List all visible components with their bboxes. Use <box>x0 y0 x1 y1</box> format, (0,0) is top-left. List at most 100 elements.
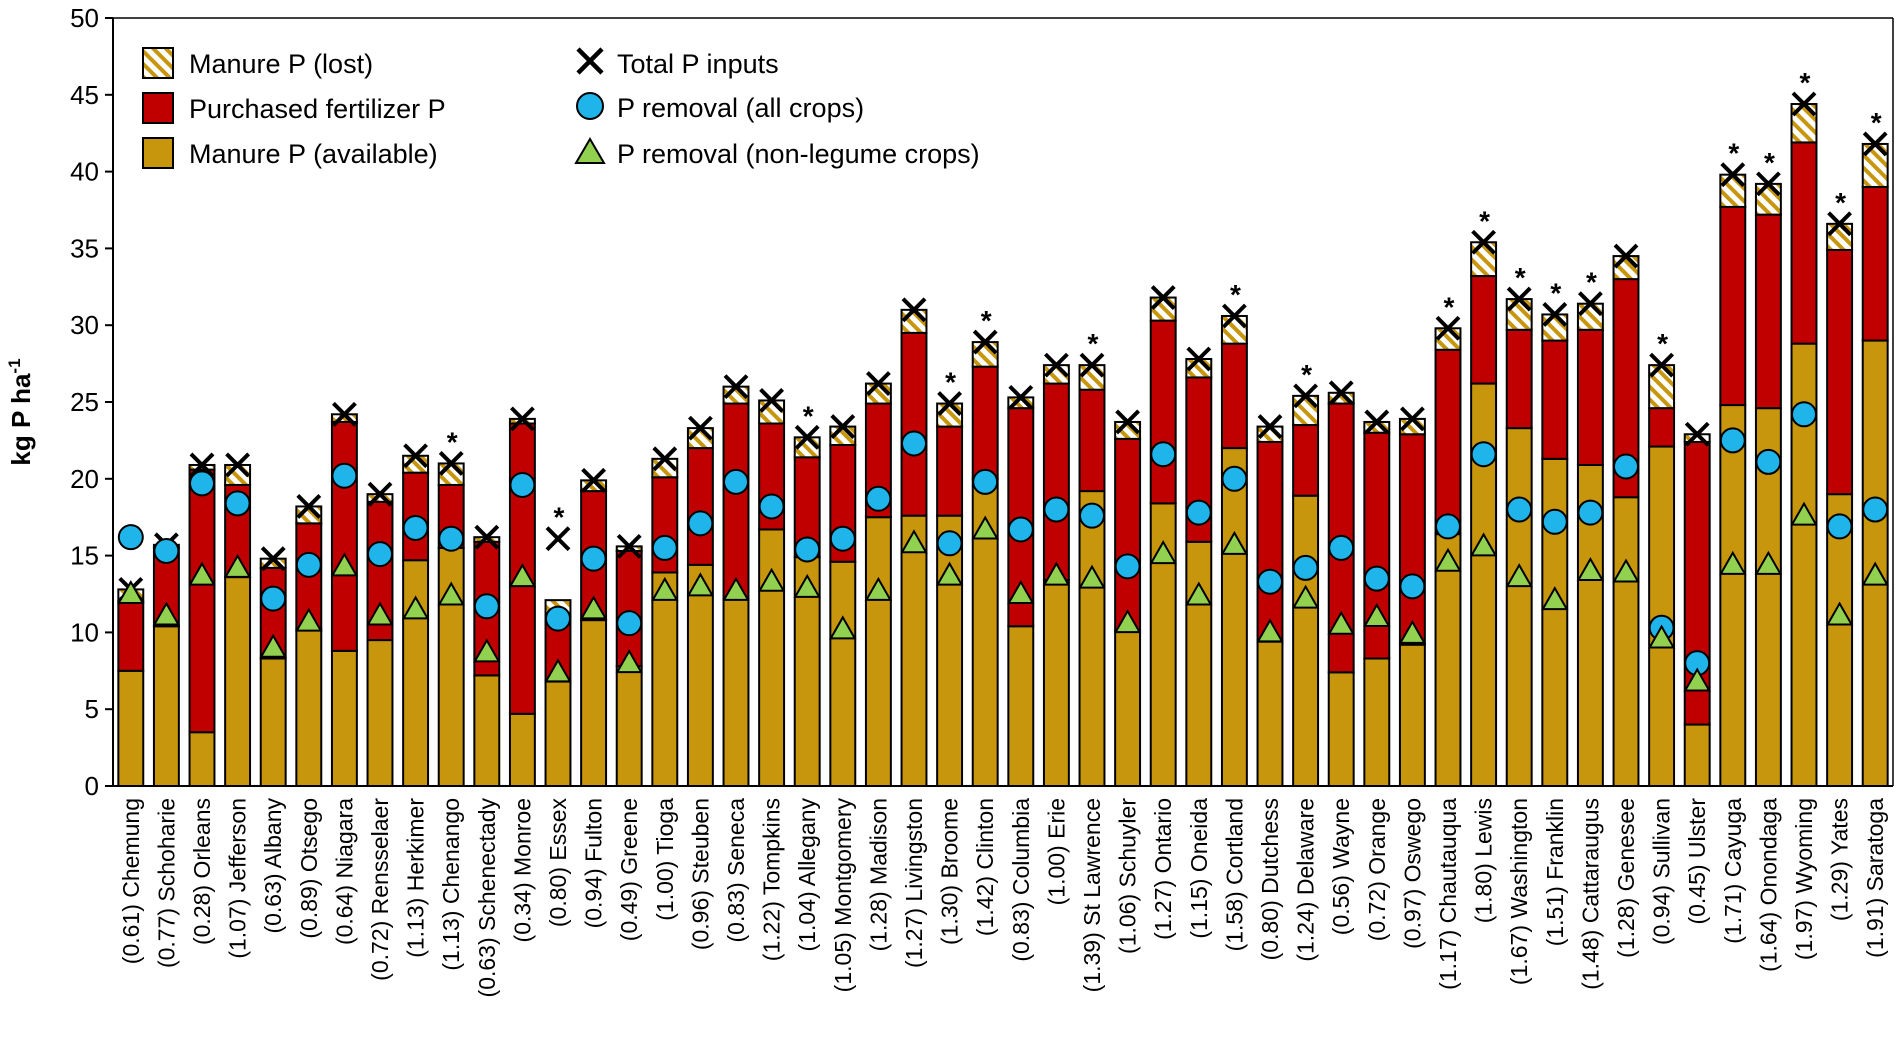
bar-segment-manure-available <box>1256 640 1284 788</box>
removal-nonlegume-marker <box>1149 540 1177 565</box>
bar-segment-purchased <box>722 402 750 600</box>
total-p-marker <box>1150 285 1176 310</box>
removal-nonlegume-marker <box>473 638 501 663</box>
total-p-marker <box>438 451 464 476</box>
bar-segment-manure-available <box>366 639 394 788</box>
removal-all-marker <box>687 510 714 537</box>
bar-segment-purchased <box>330 420 358 652</box>
x-tick-label: (1.17) Chautauqua <box>1435 798 1461 990</box>
total-p-marker <box>189 452 215 478</box>
total-p-marker <box>865 371 891 396</box>
total-p-marker <box>794 424 820 450</box>
significance-star: * <box>1800 67 1811 98</box>
significance-star: * <box>1088 328 1099 359</box>
legend-label-removal-nonlegume: P removal (non-legume crops) <box>617 139 980 169</box>
total-p-marker <box>296 494 322 519</box>
removal-nonlegume-marker <box>1719 550 1747 575</box>
removal-all-marker <box>1185 499 1212 526</box>
x-tick-label: (1.06) Schuyler <box>1115 798 1141 954</box>
removal-nonlegume-marker <box>508 563 537 588</box>
bar-segment-purchased <box>1826 248 1854 496</box>
x-tick-label: (0.80) Essex <box>545 798 571 928</box>
legend-label-removal-all: P removal (all crops) <box>617 93 864 123</box>
removal-all-marker <box>1862 496 1889 523</box>
bar-segment-manure-available <box>580 619 608 787</box>
significance-star: * <box>1230 279 1241 310</box>
total-p-marker <box>509 406 535 432</box>
legend-removal-all-marker-icon <box>576 92 604 120</box>
x-tick-label: (1.30) Broome <box>937 798 963 945</box>
bar-segment-manure-available <box>615 665 643 788</box>
removal-nonlegume-marker <box>1469 532 1498 557</box>
markers: * * * * * * * * * * * * * * * * * * * <box>117 67 1889 692</box>
removal-nonlegume-marker <box>651 576 679 601</box>
removal-all-marker <box>438 525 465 552</box>
x-tick-label: (1.39) St Lawrence <box>1079 798 1105 992</box>
bar-segment-manure-available <box>188 731 216 787</box>
removal-all-marker <box>1826 513 1853 540</box>
bar-segment-manure-available <box>936 514 964 787</box>
x-tick-label: (1.58) Cortland <box>1221 798 1247 951</box>
x-tick-label: (0.64) Niagara <box>331 798 357 945</box>
x-tick-label: (1.27) Ontario <box>1150 798 1176 940</box>
total-p-marker <box>331 401 357 427</box>
total-p-marker <box>1008 384 1034 410</box>
bar-segment-manure-available <box>117 669 145 787</box>
legend-swatch-manure-available <box>142 137 174 169</box>
removal-all-marker <box>189 470 215 497</box>
bar-segment-manure-available <box>508 712 536 787</box>
removal-all-marker <box>1719 427 1746 454</box>
bar-segment-purchased <box>1114 437 1142 632</box>
total-p-marker <box>1720 162 1746 188</box>
bar-segment-manure-available <box>900 514 928 787</box>
bar-segment-manure-available <box>864 516 892 787</box>
removal-nonlegume-marker <box>1220 530 1249 555</box>
bar-segment-manure-lost <box>1576 302 1604 331</box>
bar-segment-purchased <box>1576 328 1604 466</box>
bar-segment-manure-available <box>686 563 714 787</box>
x-tick-label: (0.34) Monroe <box>509 798 535 942</box>
x-tick-label: (0.83) Seneca <box>723 798 749 943</box>
legend-removal-nonlegume-marker-icon <box>574 137 606 164</box>
total-p-marker <box>652 446 678 472</box>
total-p-marker <box>1471 229 1497 255</box>
bar-segment-manure-lost <box>1719 173 1747 208</box>
removal-nonlegume-marker <box>223 553 252 578</box>
bar-segment-purchased <box>1398 433 1426 646</box>
removal-all-marker <box>616 610 643 637</box>
x-tick-label: (0.61) Chemung <box>118 798 144 964</box>
bar-segment-purchased <box>1470 275 1498 385</box>
x-tick-label: (0.63) Schenectady <box>474 798 500 998</box>
removal-nonlegume-marker <box>1256 618 1284 643</box>
x-tick-label: (1.24) Delaware <box>1293 798 1319 962</box>
removal-all-marker <box>1150 441 1177 468</box>
removal-all-marker <box>1221 465 1248 492</box>
removal-all-marker <box>1506 496 1533 523</box>
y-tick-label: 40 <box>70 157 99 187</box>
removal-nonlegume-marker <box>1185 581 1213 606</box>
removal-nonlegume-marker <box>1683 667 1711 692</box>
x-tick-label: (1.22) Tompkins <box>759 798 785 961</box>
total-p-marker <box>1186 346 1212 372</box>
x-tick-label: (0.96) Steuben <box>687 798 713 950</box>
removal-all-marker <box>936 530 963 557</box>
legend-label-total: Total P inputs <box>617 49 779 79</box>
bar-segment-purchased <box>900 331 928 517</box>
removal-all-marker <box>295 551 322 578</box>
removal-nonlegume-marker <box>1825 601 1854 626</box>
removal-nonlegume-marker <box>900 529 928 554</box>
total-p-marker <box>1613 243 1639 269</box>
removal-all-marker <box>1435 513 1461 540</box>
x-tick-label: (1.04) Allegany <box>794 798 820 952</box>
bar-segment-manure-available <box>1007 625 1035 787</box>
removal-all-marker <box>723 468 749 495</box>
x-tick-label: (0.56) Wayne <box>1328 798 1354 935</box>
removal-nonlegume-marker <box>1398 619 1427 644</box>
bar-segment-purchased <box>117 600 145 672</box>
x-tick-label: (1.27) Livingston <box>901 798 927 968</box>
bar-segment-purchased <box>1505 328 1533 430</box>
removal-nonlegume-marker <box>971 515 999 540</box>
y-tick-label: 20 <box>70 464 99 494</box>
total-p-marker <box>403 443 429 469</box>
removal-all-marker <box>865 485 892 512</box>
